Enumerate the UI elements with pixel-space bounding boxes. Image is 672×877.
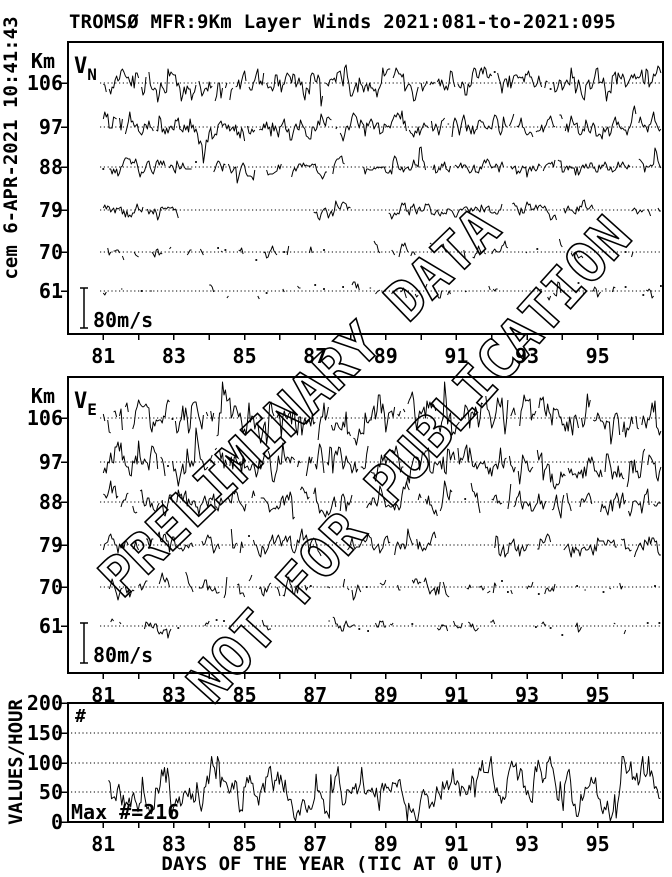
wind-trace-ve-61km [110,616,661,639]
y-tick-label: 79 [39,533,63,557]
scale-bar-label-vn: 80m/s [93,308,153,332]
x-tick-label: 93 [515,832,539,856]
x-tick-label: 81 [91,683,115,707]
wind-trace-ve-97km [102,427,662,490]
wind-trace-vn-61km [102,281,662,301]
x-tick-label: 85 [233,683,257,707]
x-tick-label: 89 [374,832,398,856]
counts-trace [108,756,661,822]
x-tick-label: 83 [162,683,186,707]
x-tick-label: 91 [444,683,468,707]
x-tick-label: 95 [586,832,610,856]
y-tick-label: 200 [27,691,63,715]
x-tick-label: 81 [91,344,115,368]
page-title: TROMSØ MFR:9Km Layer Winds 2021:081-to-2… [69,11,617,33]
x-tick-label: 83 [162,832,186,856]
y-tick-label: 106 [27,71,63,95]
y-tick-label: 88 [39,155,63,179]
scale-bar-label-ve: 80m/s [93,643,153,667]
x-tick-label: 81 [91,832,115,856]
y-tick-label: 97 [39,115,63,139]
y-tick-label: 50 [39,780,63,804]
y-tick-label: 61 [39,614,63,638]
x-tick-label: 89 [374,344,398,368]
x-tick-label: 91 [444,344,468,368]
km-unit-label-ve: Km [31,384,55,408]
wind-trace-ve-106km [102,381,662,446]
y-tick-label: 97 [39,450,63,474]
x-axis-title: DAYS OF THE YEAR (TIC AT 0 UT) [161,853,505,875]
panel-ve-box [67,376,664,674]
x-tick-label: 85 [233,832,257,856]
wind-trace-vn-97km [102,105,662,164]
wind-trace-vn-79km [102,199,661,221]
max-count-annotation: Max #=216 [71,800,179,824]
y-tick-label: 70 [39,575,63,599]
ve-panel-label: VE [74,389,97,419]
y-tick-label: 0 [51,810,63,834]
y-tick-label: 79 [39,198,63,222]
wind-trace-ve-88km [103,480,661,520]
x-tick-label: 87 [303,683,327,707]
wind-trace-vn-88km [102,146,662,184]
x-tick-label: 91 [444,832,468,856]
x-tick-label: 93 [515,344,539,368]
y-tick-label: 150 [27,721,63,745]
wind-trace-vn-106km [103,64,662,107]
x-tick-label: 87 [303,832,327,856]
y-tick-label: 106 [27,406,63,430]
scale-bar-vn [80,287,88,329]
x-tick-label: 83 [162,344,186,368]
y-tick-label: 70 [39,240,63,264]
x-tick-label: 89 [374,683,398,707]
panel-vn-box [67,41,664,335]
x-tick-label: 85 [233,344,257,368]
counts-corner-label: # [75,706,86,727]
y-tick-label: 88 [39,490,63,514]
y-tick-label: 61 [39,279,63,303]
wind-trace-vn-70km [107,238,634,261]
y-tick-label: 100 [27,751,63,775]
x-tick-label: 95 [586,344,610,368]
x-tick-label: 95 [586,683,610,707]
x-tick-label: 93 [515,683,539,707]
wind-trace-ve-70km [108,571,656,601]
x-tick-label: 87 [303,344,327,368]
vn-panel-label: VN [74,54,97,84]
km-unit-label-vn: Km [31,49,55,73]
generated-chart-content: 81 83 85 87 89 91 93 95 81 83 85 87 89 91 93 95 81 83 85 87… [27,64,662,856]
scale-bar-ve [80,622,88,664]
wind-trace-ve-79km [102,528,661,558]
